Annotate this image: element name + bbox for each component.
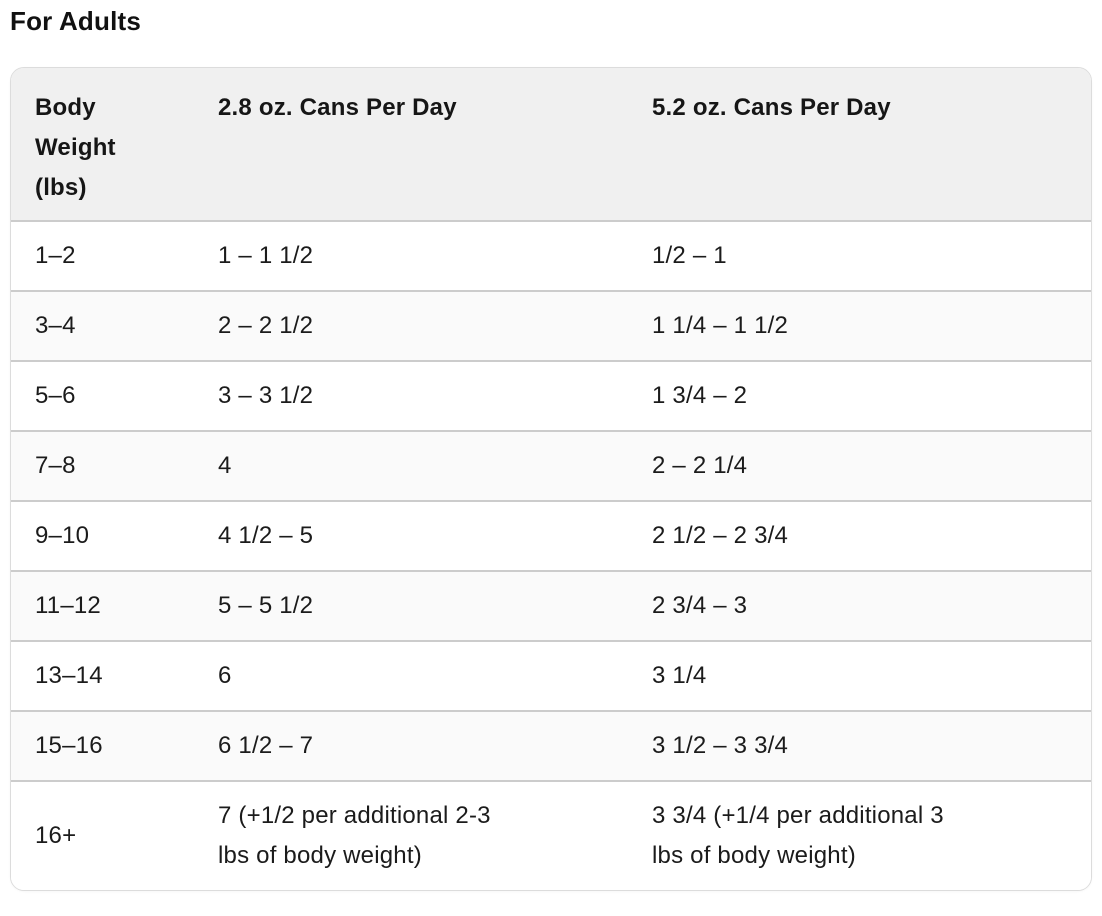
cell-cans-5-2oz: 2 3/4 – 3 [628,570,1091,641]
table-row: 15–16 6 1/2 – 7 3 1/2 – 3 3/4 [11,710,1091,781]
cell-body-weight: 1–2 [11,220,194,291]
cell-cans-2-8oz: 1 – 1 1/2 [194,220,628,291]
cell-cans-5-2oz: 3 3/4 (+1/4 per additional 3 lbs of body… [628,780,1091,890]
cell-body-weight: 16+ [11,780,194,890]
cell-cans-5-2oz: 2 1/2 – 2 3/4 [628,500,1091,571]
table-row: 1–2 1 – 1 1/2 1/2 – 1 [11,220,1091,291]
cell-cans-2-8oz: 4 1/2 – 5 [194,500,628,571]
page-title: For Adults [10,6,142,36]
cell-cans-2-8oz: 5 – 5 1/2 [194,570,628,641]
column-header-cans-5-2oz: 5.2 oz. Cans Per Day [628,68,1091,221]
cell-cans-2-8oz: 2 – 2 1/2 [194,290,628,361]
cell-cans-2-8oz: 3 – 3 1/2 [194,360,628,431]
table-row: 5–6 3 – 3 1/2 1 3/4 – 2 [11,360,1091,431]
cell-cans-5-2oz: 2 – 2 1/4 [628,430,1091,501]
table-row: 16+ 7 (+1/2 per additional 2-3 lbs of bo… [11,780,1091,890]
table-row: 9–10 4 1/2 – 5 2 1/2 – 2 3/4 [11,500,1091,571]
cell-body-weight: 11–12 [11,570,194,641]
cell-cans-2-8oz: 4 [194,430,628,501]
column-header-cans-2-8oz: 2.8 oz. Cans Per Day [194,68,628,221]
cell-body-weight: 5–6 [11,360,194,431]
cell-body-weight: 7–8 [11,430,194,501]
feeding-guide-card: Body Weight (lbs) 2.8 oz. Cans Per Day 5… [10,67,1092,891]
table-row: 11–12 5 – 5 1/2 2 3/4 – 3 [11,570,1091,641]
column-header-body-weight: Body Weight (lbs) [11,68,194,221]
cell-cans-2-8oz: 6 [194,640,628,711]
table-row: 7–8 4 2 – 2 1/4 [11,430,1091,501]
cell-cans-5-2oz: 3 1/4 [628,640,1091,711]
cell-cans-2-8oz: 6 1/2 – 7 [194,710,628,781]
cell-body-weight: 13–14 [11,640,194,711]
cell-cans-5-2oz: 1 3/4 – 2 [628,360,1091,431]
table-row: 3–4 2 – 2 1/2 1 1/4 – 1 1/2 [11,290,1091,361]
cell-cans-5-2oz: 1/2 – 1 [628,220,1091,291]
table-header-row: Body Weight (lbs) 2.8 oz. Cans Per Day 5… [11,68,1091,221]
cell-body-weight: 3–4 [11,290,194,361]
cell-body-weight: 9–10 [11,500,194,571]
feeding-guide-table: Body Weight (lbs) 2.8 oz. Cans Per Day 5… [11,68,1091,890]
cell-cans-5-2oz: 3 1/2 – 3 3/4 [628,710,1091,781]
cell-cans-5-2oz: 1 1/4 – 1 1/2 [628,290,1091,361]
cell-cans-2-8oz: 7 (+1/2 per additional 2-3 lbs of body w… [194,780,628,890]
table-row: 13–14 6 3 1/4 [11,640,1091,711]
cell-body-weight: 15–16 [11,710,194,781]
